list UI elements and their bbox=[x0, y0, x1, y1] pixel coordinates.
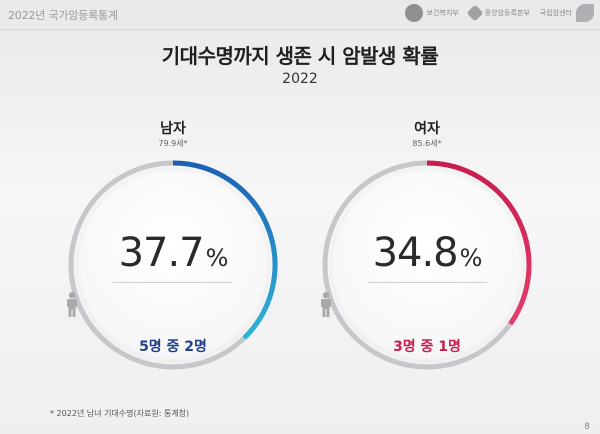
logo-ncc: 국립암센터 bbox=[540, 4, 594, 22]
life-expectancy-male: 79.9세* bbox=[158, 139, 188, 148]
donut-center-male bbox=[76, 168, 270, 362]
donut-arc-male bbox=[172, 160, 278, 340]
donut-ring-female: 34.8% 3명 중 1명 bbox=[320, 158, 534, 372]
header-bar: 2022년 국가암등록통계 보건복지부 중앙암등록본부 국립암센터 bbox=[0, 0, 600, 30]
percent-value-female: 34.8% bbox=[320, 230, 534, 276]
logo-kccr: 중앙암등록본부 bbox=[466, 4, 530, 22]
percent-number-female: 34.8 bbox=[372, 230, 459, 276]
percent-value-male: 37.7% bbox=[66, 230, 280, 276]
person-icon-female-3 bbox=[321, 292, 331, 317]
percent-unit-female: % bbox=[459, 244, 483, 272]
logo-text-mohw: 보건복지부 bbox=[426, 9, 459, 17]
page-number: 8 bbox=[584, 422, 590, 432]
footnote: * 2022년 남녀 기대수명(자료원: 통계청) bbox=[50, 409, 190, 418]
series-label-female: 여자 bbox=[414, 121, 440, 137]
kccr-logo-icon bbox=[466, 4, 484, 22]
donut-arc-female bbox=[426, 160, 532, 326]
life-expectancy-female: 85.6세* bbox=[412, 139, 442, 148]
mohw-logo-icon bbox=[404, 4, 423, 22]
series-label-male: 남자 bbox=[160, 121, 186, 137]
donut-svg-female bbox=[322, 160, 532, 370]
donut-svg-male bbox=[68, 160, 278, 370]
divider-female bbox=[367, 282, 487, 283]
logo-text-kccr: 중앙암등록본부 bbox=[484, 9, 530, 17]
ncc-logo-icon bbox=[576, 4, 594, 22]
percent-unit-male: % bbox=[205, 244, 229, 272]
logo-text-ncc: 국립암센터 bbox=[539, 9, 572, 17]
ratio-label-female: 3명 중 1명 bbox=[393, 339, 461, 355]
chart-subtitle-year: 2022 bbox=[282, 71, 318, 87]
header-title: 2022년 국가암등록통계 bbox=[8, 9, 118, 22]
percent-number-male: 37.7 bbox=[118, 230, 205, 276]
donut-center-female bbox=[330, 168, 524, 362]
ratio-label-male: 5명 중 2명 bbox=[139, 339, 207, 355]
person-icon-male-5 bbox=[67, 292, 77, 317]
logo-group: 보건복지부 중앙암등록본부 국립암센터 bbox=[404, 4, 594, 22]
divider-male bbox=[113, 282, 233, 283]
logo-mohw: 보건복지부 bbox=[404, 4, 459, 22]
donut-ring-male: 37.7% 5명 중 2명 bbox=[66, 158, 280, 372]
chart-title: 기대수명까지 생존 시 암발생 확률 bbox=[161, 44, 439, 68]
